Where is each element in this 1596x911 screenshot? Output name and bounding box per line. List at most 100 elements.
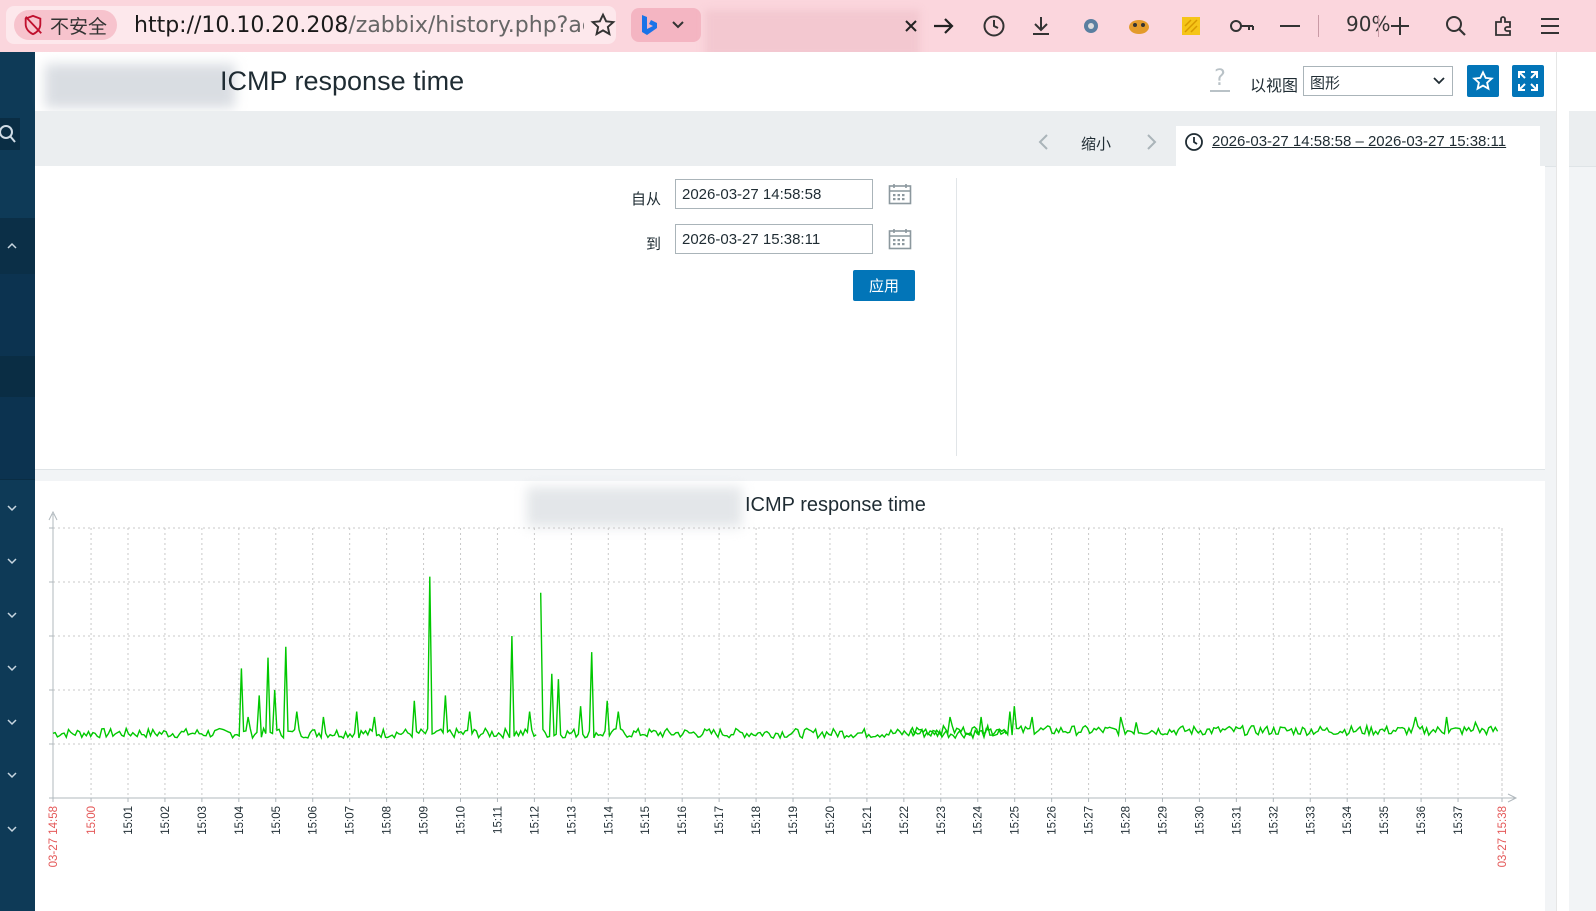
toolbar-separator [1378, 15, 1379, 37]
x-tick-label: 15:01 [123, 806, 135, 835]
x-tick-label: 15:22 [899, 806, 911, 835]
graph-title: ICMP response time [745, 494, 926, 516]
x-tick-label: 15:12 [529, 806, 541, 835]
page-header: ICMP response time ? 以视图 图形 [35, 52, 1596, 111]
plus-icon[interactable] [1386, 12, 1414, 40]
x-tick-label: 15:13 [566, 806, 578, 835]
address-bar[interactable]: 不安全 http://10.10.20.208/zabbix/history.p… [6, 6, 616, 44]
calendar-icon[interactable] [888, 228, 912, 250]
close-icon[interactable] [897, 12, 925, 40]
chevron-right-icon[interactable] [1146, 133, 1158, 151]
puzzle-icon[interactable] [1490, 12, 1518, 40]
to-input[interactable] [675, 224, 873, 254]
fullscreen-button[interactable] [1512, 65, 1544, 97]
help-icon[interactable]: ? [1210, 68, 1230, 92]
chevron-down-icon [672, 21, 684, 29]
from-input[interactable] [675, 179, 873, 209]
sidebar-subitem[interactable] [0, 274, 35, 316]
zoom-level[interactable]: 90% [1346, 12, 1391, 36]
sidebar-item-active[interactable] [0, 218, 35, 275]
time-filter-bar: 缩小 2026-03-27 14:58:58 – 2026-03-27 15:3… [35, 111, 1596, 167]
apply-button[interactable]: 应用 [853, 270, 915, 301]
chevron-down-icon[interactable] [6, 771, 18, 779]
graph-panel: ICMP response time 03-27 14:58 15:00 15:01… [35, 481, 1545, 911]
tab-time-range[interactable]: 2026-03-27 14:58:58 – 2026-03-27 15:38:1… [1176, 126, 1540, 166]
arrow-right-icon[interactable] [930, 12, 958, 40]
chevron-down-icon[interactable] [6, 664, 18, 672]
chevron-down-icon[interactable] [6, 611, 18, 619]
x-tick-label: 15:30 [1194, 806, 1206, 835]
zoom-out-button[interactable]: 缩小 [1081, 135, 1112, 153]
x-tick-label: 15:02 [160, 806, 172, 835]
x-tick-label: 15:36 [1416, 806, 1428, 835]
security-indicator[interactable]: 不安全 [14, 10, 118, 40]
fullscreen-icon [1518, 71, 1538, 91]
x-tick-label: 15:25 [1010, 806, 1022, 835]
x-tick-label: 15:37 [1453, 806, 1465, 835]
url-path: /zabbix/history.php?action [348, 13, 584, 38]
note-icon[interactable] [1177, 12, 1205, 40]
x-tick-label: 15:00 [86, 806, 98, 835]
x-tick-label: 15:09 [419, 806, 431, 835]
bing-icon [642, 15, 657, 35]
x-tick-label: 15:15 [640, 806, 652, 835]
sidebar-subitem[interactable] [0, 356, 35, 398]
time-range-link[interactable]: 2026-03-27 14:58:58 – 2026-03-27 15:38:1… [1212, 133, 1507, 150]
chevron-down-icon[interactable] [6, 557, 18, 565]
x-tick-label: 15:24 [973, 805, 985, 834]
url-host: http://10.10.20.208 [134, 13, 349, 38]
search-icon[interactable] [1442, 12, 1470, 40]
x-tick-label: 15:05 [271, 806, 283, 835]
url-text[interactable]: http://10.10.20.208/zabbix/history.php?a… [134, 13, 584, 38]
history-icon[interactable] [980, 12, 1008, 40]
chevron-down-icon[interactable] [6, 504, 18, 512]
sidebar-subitem[interactable] [0, 438, 35, 480]
x-tick-label: 03-27 15:38 [1497, 806, 1509, 867]
x-tick-label: 15:27 [1084, 806, 1096, 835]
chevron-down-icon[interactable] [6, 718, 18, 726]
view-as-select[interactable]: 图形 [1303, 66, 1453, 96]
search-engine-chip[interactable] [631, 8, 701, 42]
plot-border [52, 527, 1503, 799]
calendar-icon[interactable] [888, 183, 912, 205]
chevron-down-icon[interactable] [6, 825, 18, 833]
star-icon[interactable] [590, 12, 616, 38]
x-tick-label: 15:06 [308, 806, 320, 835]
toolbar-separator [1318, 15, 1319, 37]
x-tick-label: 15:26 [1047, 806, 1059, 835]
sidebar-subitem[interactable] [0, 397, 35, 439]
time-filter-panel: 自从 到 应用 [35, 166, 1545, 470]
icmp-chart: 03-27 14:58 15:00 15:01 15:02 15:03 15:04 15:0… [48, 510, 1518, 867]
key-icon[interactable] [1228, 12, 1256, 40]
x-tick-label: 15:10 [456, 806, 468, 835]
x-tick-label: 15:19 [788, 806, 800, 835]
browser-toolbar: 不安全 http://10.10.20.208/zabbix/history.p… [0, 0, 1596, 58]
data-series-line [909, 706, 1499, 738]
chevron-up-icon [7, 242, 17, 249]
extension-icon[interactable] [1077, 12, 1105, 40]
data-series-line [540, 592, 1007, 740]
x-tick-label: 15:32 [1268, 806, 1280, 835]
x-tick-label: 15:17 [714, 806, 726, 835]
x-tick-label: 15:23 [936, 806, 948, 835]
view-as-value: 图形 [1310, 74, 1341, 92]
shield-off-icon [24, 14, 42, 36]
blurred-host-name [45, 64, 235, 108]
scrollbar[interactable] [1556, 52, 1569, 911]
sidebar-subitem[interactable] [0, 315, 35, 357]
search-icon[interactable] [0, 118, 22, 150]
x-axis-arrow [1507, 793, 1518, 803]
chevron-left-icon[interactable] [1037, 133, 1049, 151]
menu-icon[interactable] [1536, 12, 1564, 40]
chevron-down-icon [1433, 77, 1445, 85]
x-tick-label: 15:14 [603, 805, 615, 834]
download-icon[interactable] [1027, 12, 1055, 40]
x-tick-label: 15:29 [1157, 806, 1169, 835]
security-label: 不安全 [50, 15, 108, 38]
page-title: ICMP response time [220, 66, 465, 96]
extension-icon[interactable] [1125, 12, 1153, 40]
x-tick-label: 03-27 14:58 [48, 806, 60, 867]
favorite-button[interactable] [1467, 65, 1499, 97]
minus-icon[interactable] [1276, 12, 1304, 40]
star-icon [1472, 70, 1494, 91]
